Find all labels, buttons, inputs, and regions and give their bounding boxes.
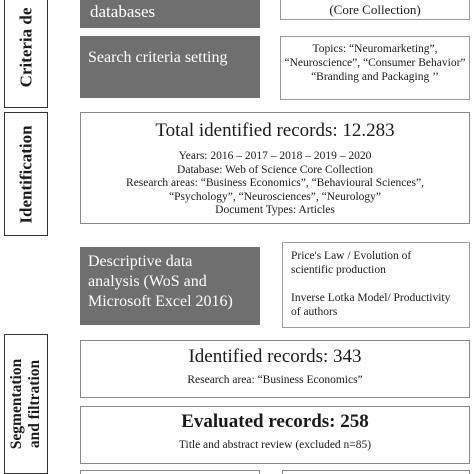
stage-label-segmentation: Segmentation and filtration — [4, 334, 48, 474]
next-box-left — [80, 470, 260, 474]
search-criteria-text: Search criteria setting — [88, 49, 228, 66]
descriptive-analysis-box: Descriptive data analysis (WoS and Micro… — [80, 247, 260, 325]
stage-label-identification: Identification — [4, 112, 48, 236]
lotka-line-1: Inverse Lotka Model/ Productivity — [291, 292, 451, 304]
identification-areas-1: Research areas: “Business Economics”, “B… — [126, 177, 424, 190]
identified-records-box: Identified records: 343 Research area: “… — [80, 340, 470, 398]
stage-label-identification-text: Identification — [16, 124, 36, 224]
total-identified-box: Total identified records: 12.283 Years: … — [80, 112, 470, 224]
price-law-line-2: scientific production — [291, 264, 386, 276]
lotka-line-2: of authors — [291, 306, 338, 318]
descriptive-line-3: Microsoft Excel 2016) — [88, 293, 233, 310]
topics-line-3: “Branding and Packaging ’’ — [311, 71, 439, 83]
identified-records-title: Identified records: 343 — [188, 346, 362, 367]
identification-database: Database: Web of Science Core Collection — [177, 163, 373, 176]
stage-label-segmentation-text: Segmentation — [8, 358, 26, 450]
evaluated-records-title: Evaluated records: 258 — [181, 411, 369, 432]
identification-areas-2: “Psychology”, “Neurosciences”, “Neurolog… — [168, 190, 382, 203]
price-law-line-1: Price's Law / Evolution of — [291, 250, 412, 262]
topics-box: Topics: “Neuromarketing”, “Neuroscience”… — [280, 36, 470, 100]
bibliometric-laws-box: Price's Law / Evolution of scientific pr… — [282, 242, 470, 328]
next-box-right — [282, 470, 470, 474]
identification-doc-types: Document Types: Articles — [215, 204, 335, 217]
identified-records-sub: Research area: “Business Economics” — [187, 374, 363, 386]
descriptive-line-1: Descriptive data — [88, 253, 193, 270]
identification-years: Years: 2016 – 2017 – 2018 – 2019 – 2020 — [178, 150, 372, 162]
stage-label-filtration-text: and filtration — [26, 359, 44, 449]
evaluated-records-box: Evaluated records: 258 Title and abstrac… — [80, 406, 470, 464]
topics-line-1: Topics: “Neuromarketing”, — [312, 43, 438, 55]
search-criteria-box: Search criteria setting — [80, 36, 260, 98]
descriptive-line-2: analysis (WoS and — [88, 273, 207, 290]
databases-box: databases — [80, 0, 260, 28]
total-identified-title: Total identified records: 12.283 — [155, 120, 395, 141]
core-collection-box: (Core Collection) — [280, 0, 470, 20]
stage-label-criteria-text: Criteria de — [16, 7, 36, 87]
topics-line-2: “Neuroscience”, “Consumer Behavior” — [284, 57, 466, 69]
databases-text: databases — [90, 2, 156, 21]
core-collection-text: (Core Collection) — [329, 2, 421, 17]
evaluated-records-sub: Title and abstract review (excluded n=85… — [178, 439, 372, 451]
stage-label-criteria: Criteria de — [4, 0, 48, 108]
